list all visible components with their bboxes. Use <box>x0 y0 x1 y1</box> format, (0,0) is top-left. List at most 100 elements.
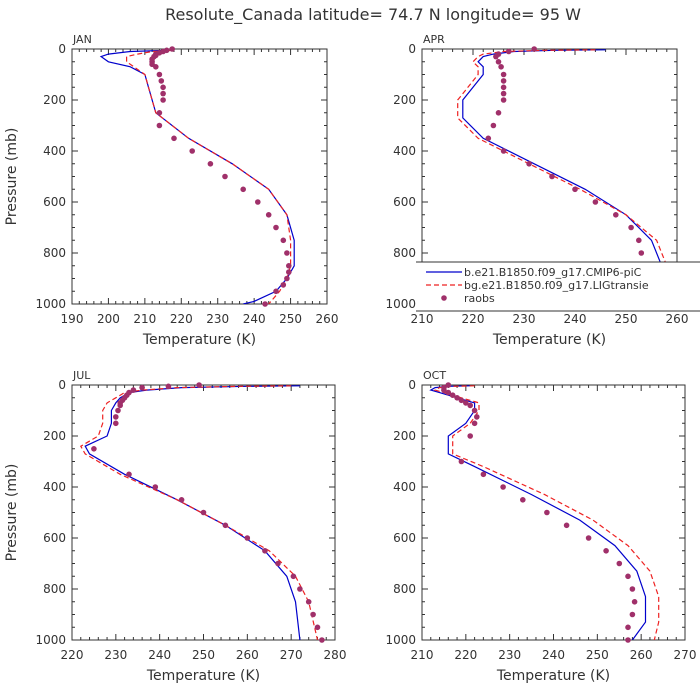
y-axis-label: Pressure (mb) <box>4 464 20 562</box>
x-tick-label: 210 <box>411 648 434 662</box>
y-tick-label: 800 <box>43 582 66 596</box>
panel-label: OCT <box>423 369 446 382</box>
raobs-point <box>280 237 287 244</box>
y-tick-label: 600 <box>43 531 66 545</box>
raobs-point <box>500 84 507 91</box>
y-tick-label: 1000 <box>385 297 416 311</box>
series-line-LIGtransient <box>125 49 292 304</box>
raobs-point <box>273 224 279 231</box>
y-tick-label: 0 <box>58 42 66 56</box>
raobs-point <box>207 161 214 167</box>
x-tick-label: 220 <box>61 648 84 662</box>
x-tick-label: 240 <box>243 312 266 326</box>
y-tick-label: 0 <box>408 378 416 392</box>
raobs-point <box>500 90 507 97</box>
y-tick-label: 600 <box>43 195 66 209</box>
legend: b.e21.B1850.f09_g17.CMIP6-piCbg.e21.B185… <box>416 261 700 312</box>
raobs-point <box>603 548 609 554</box>
raobs-point <box>463 400 469 406</box>
raobs-point <box>305 599 312 605</box>
obs-points <box>441 382 638 643</box>
series-line-LIGtransient <box>433 385 660 640</box>
curves <box>99 49 295 304</box>
x-tick-label: 240 <box>542 648 565 662</box>
y-axis-label: Pressure (mb) <box>4 128 20 226</box>
raobs-point <box>544 509 550 516</box>
x-tick-label: 270 <box>280 648 303 662</box>
raobs-point <box>505 48 512 55</box>
panel-jul: JUL 220 230 240 250 260 270 280 0 200 400 600 800 100… <box>4 369 346 684</box>
raobs-point <box>467 402 474 409</box>
raobs-point <box>445 389 452 396</box>
x-tick-label: 260 <box>666 312 689 326</box>
y-tick-label: 800 <box>393 246 416 260</box>
x-tick-label: 240 <box>564 312 587 326</box>
x-tick-label: 250 <box>586 648 609 662</box>
y-tick-label: 600 <box>393 195 416 209</box>
raobs-point <box>130 387 137 393</box>
obs-points <box>149 46 292 307</box>
raobs-point <box>638 250 645 256</box>
x-tick-label: 220 <box>462 312 485 326</box>
raobs-point <box>262 301 268 307</box>
raobs-point <box>572 186 578 193</box>
x-tick-label: 280 <box>324 648 347 662</box>
raobs-point <box>113 414 119 420</box>
raobs-point <box>485 135 492 142</box>
raobs-point <box>458 458 465 465</box>
raobs-point <box>200 509 207 516</box>
raobs-point <box>629 611 636 618</box>
raobs-point <box>189 148 195 154</box>
raobs-point <box>178 497 185 503</box>
x-tick-label: 250 <box>192 648 215 662</box>
raobs-point <box>275 560 281 567</box>
raobs-point <box>156 71 163 78</box>
raobs-point <box>549 173 555 180</box>
raobs-point <box>152 484 159 490</box>
raobs-point <box>520 497 526 503</box>
raobs-point <box>500 97 507 103</box>
raobs-point <box>500 484 506 490</box>
raobs-point <box>563 522 570 529</box>
x-tick-label: 230 <box>206 312 229 326</box>
x-tick-label: 260 <box>236 648 259 662</box>
raobs-point <box>286 269 292 275</box>
x-tick-label: 240 <box>148 648 171 662</box>
raobs-point <box>493 53 499 60</box>
raobs-point <box>153 64 159 70</box>
raobs-point <box>474 414 480 420</box>
y-tick-label: 1000 <box>385 633 416 647</box>
raobs-point <box>495 110 502 116</box>
y-tick-label: 400 <box>393 144 416 158</box>
raobs-point <box>196 382 202 388</box>
raobs-point <box>480 471 487 478</box>
raobs-point <box>526 161 532 167</box>
raobs-point <box>310 611 316 618</box>
raobs-point <box>454 395 460 401</box>
y-tick-label: 600 <box>393 531 416 545</box>
series-line-piControl <box>462 49 663 304</box>
raobs-point <box>265 212 272 218</box>
raobs-point <box>616 560 623 567</box>
y-tick-label: 0 <box>408 42 416 56</box>
raobs-point <box>631 599 638 605</box>
raobs-point <box>160 84 166 91</box>
raobs-point <box>222 173 228 180</box>
raobs-point <box>169 46 175 52</box>
raobs-point <box>531 46 537 52</box>
raobs-point <box>314 624 321 631</box>
y-tick-label: 200 <box>393 93 416 107</box>
raobs-point <box>495 59 502 65</box>
raobs-point <box>458 397 465 404</box>
raobs-point <box>625 573 631 580</box>
raobs-point <box>319 637 325 643</box>
raobs-point <box>126 471 132 478</box>
x-tick-label: 220 <box>454 648 477 662</box>
legend-label: bg.e21.B1850.f09_g17.LIGtransie <box>464 279 649 292</box>
raobs-point <box>628 224 634 231</box>
raobs-point <box>171 135 177 142</box>
raobs-point <box>613 212 619 218</box>
x-tick-label: 260 <box>630 648 653 662</box>
raobs-point <box>445 382 452 388</box>
raobs-point <box>449 392 456 399</box>
